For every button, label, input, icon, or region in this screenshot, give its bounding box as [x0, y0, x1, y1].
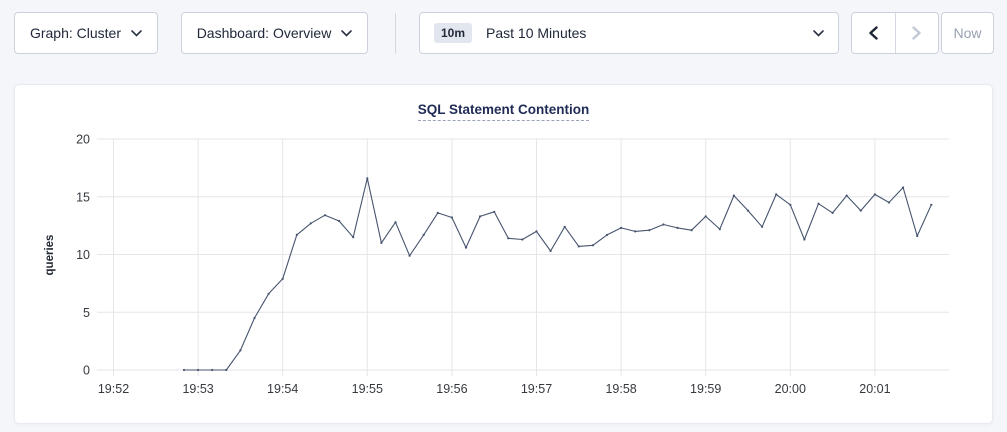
- now-button[interactable]: Now: [941, 12, 994, 54]
- y-axis-label: queries: [44, 235, 56, 276]
- data-point: [873, 193, 877, 196]
- data-point: [549, 249, 552, 253]
- data-point: [239, 349, 242, 352]
- data-point: [225, 368, 228, 372]
- data-point: [464, 246, 468, 249]
- x-tick-label: 19:55: [352, 382, 383, 396]
- data-point: [267, 292, 270, 295]
- data-point: [352, 236, 355, 239]
- data-point: [211, 368, 214, 372]
- chevron-down-icon: [131, 29, 142, 37]
- data-point: [845, 194, 848, 197]
- y-tick-label: 5: [83, 306, 90, 320]
- data-point: [930, 203, 933, 206]
- time-range-badge: 10m: [434, 23, 473, 43]
- data-point: [704, 215, 707, 218]
- data-point: [507, 237, 510, 240]
- x-tick-label: 19:52: [98, 382, 129, 396]
- dashboard-dropdown-label: Dashboard: Overview: [196, 25, 332, 41]
- x-tick-label: 19:59: [690, 382, 721, 396]
- data-point: [916, 234, 919, 238]
- data-point: [648, 229, 651, 232]
- data-point: [521, 238, 524, 241]
- chevron-right-icon: [912, 26, 921, 40]
- data-point: [634, 230, 637, 233]
- toolbar-divider: [395, 13, 396, 54]
- data-point: [662, 223, 665, 226]
- x-tick-label: 19:53: [182, 382, 213, 396]
- data-point: [535, 230, 538, 233]
- y-tick-label: 15: [76, 190, 90, 204]
- x-tick-label: 20:01: [859, 382, 890, 396]
- data-point: [620, 226, 623, 229]
- data-point: [563, 225, 566, 228]
- data-point: [761, 225, 764, 228]
- x-tick-label: 19:57: [521, 382, 552, 396]
- data-point: [591, 244, 595, 247]
- dashboard-dropdown[interactable]: Dashboard: Overview: [181, 12, 368, 54]
- graph-dropdown-label: Graph: Cluster: [29, 25, 122, 41]
- data-point: [690, 229, 693, 232]
- sql-contention-line-chart: 0 5 10 15 20 19:52 19:53 19:54 19:55 19:56 19:57 19…: [44, 133, 949, 396]
- data-point: [380, 241, 383, 244]
- chart-title[interactable]: SQL Statement Contention: [417, 102, 590, 121]
- time-prev-button[interactable]: [852, 13, 895, 53]
- chevron-left-icon: [869, 26, 878, 40]
- series-line: [184, 177, 932, 371]
- data-point: [436, 211, 439, 214]
- data-point: [859, 209, 862, 212]
- graph-dropdown[interactable]: Graph: Cluster: [14, 12, 158, 54]
- x-tick-label: 19:58: [605, 382, 636, 396]
- data-point: [253, 316, 256, 320]
- data-point: [394, 221, 397, 224]
- data-point: [803, 238, 806, 241]
- toolbar: Graph: Cluster Dashboard: Overview 10m P…: [0, 0, 1007, 70]
- y-tick-label: 20: [76, 133, 90, 147]
- data-point: [887, 201, 891, 204]
- data-point: [605, 233, 609, 236]
- data-point: [450, 216, 453, 219]
- data-point: [479, 215, 482, 218]
- data-point: [295, 233, 298, 236]
- chart-panel: SQL Statement Contention 0 5 10 15 20 19:52 19…: [14, 84, 993, 424]
- data-point: [182, 368, 186, 372]
- data-point: [775, 193, 778, 196]
- data-point: [817, 202, 820, 205]
- y-tick-label: 0: [83, 364, 90, 378]
- time-nav-group: [851, 12, 939, 54]
- time-next-button[interactable]: [894, 13, 939, 53]
- data-point: [718, 228, 721, 231]
- x-tick-label: 19:56: [436, 382, 467, 396]
- data-point: [281, 277, 284, 280]
- data-point: [366, 177, 369, 180]
- data-point: [577, 245, 580, 248]
- data-point: [422, 233, 425, 236]
- data-point: [732, 194, 736, 197]
- data-point: [746, 209, 750, 212]
- data-point: [197, 368, 200, 372]
- chart-title-row: SQL Statement Contention: [15, 101, 992, 123]
- data-point: [338, 219, 341, 223]
- y-tick-label: 10: [76, 248, 90, 262]
- chevron-down-icon: [341, 29, 353, 37]
- data-point: [309, 222, 312, 225]
- data-point: [323, 214, 327, 217]
- data-point: [789, 203, 792, 206]
- chevron-down-icon: [813, 29, 824, 37]
- time-range-label: Past 10 Minutes: [486, 25, 587, 41]
- x-tick-label: 20:00: [775, 382, 806, 396]
- data-point: [493, 210, 496, 213]
- data-point: [676, 226, 679, 229]
- data-point: [902, 186, 905, 189]
- data-point: [831, 211, 834, 214]
- x-tick-label: 19:54: [267, 382, 298, 396]
- data-point: [408, 254, 411, 257]
- time-range-picker[interactable]: 10m Past 10 Minutes: [419, 12, 839, 54]
